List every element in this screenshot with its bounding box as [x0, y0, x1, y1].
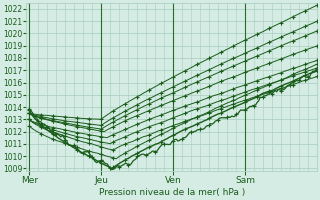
- X-axis label: Pression niveau de la mer( hPa ): Pression niveau de la mer( hPa ): [99, 188, 245, 197]
